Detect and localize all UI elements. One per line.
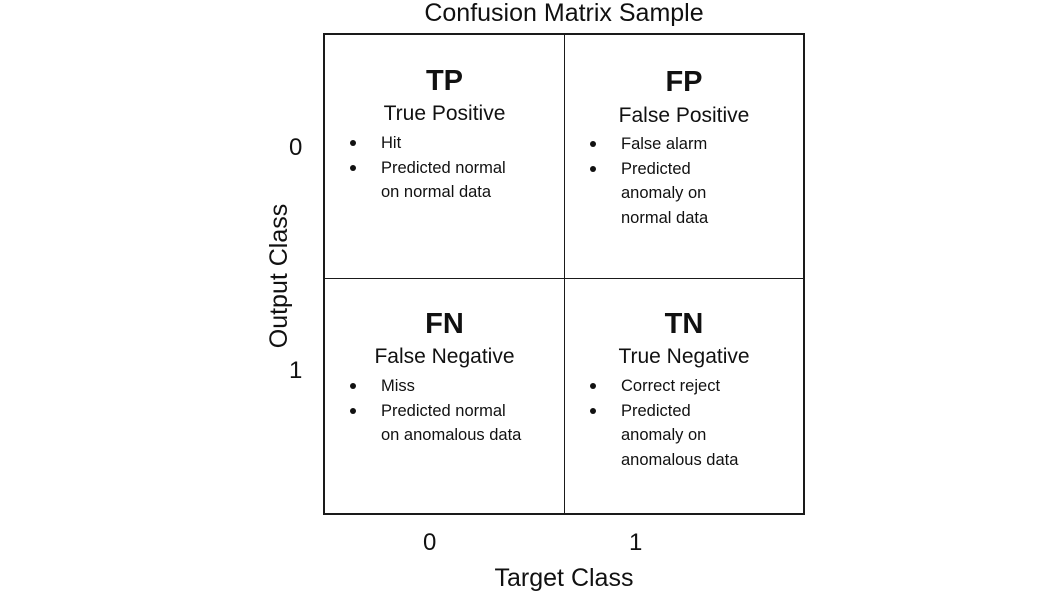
cell-true-positive: TP True Positive Hit Predicted normal on… — [325, 35, 564, 278]
diagram-title: Confusion Matrix Sample — [424, 0, 704, 27]
y-axis-label: Output Class — [265, 203, 293, 349]
cell-full-name: True Negative — [618, 345, 750, 368]
matrix-vertical-divider — [564, 35, 565, 513]
matrix-horizontal-divider — [325, 278, 803, 279]
bullet-icon — [350, 164, 356, 171]
bullet-text: Predicted normal on normal data — [381, 158, 506, 202]
list-item: Predicted normal on anomalous data — [347, 399, 521, 448]
x-tick-label: 0 — [423, 529, 437, 556]
cell-bullet-list: Miss Predicted normal on anomalous data — [347, 374, 521, 448]
cell-abbreviation: FP — [665, 66, 703, 98]
cell-full-name: True Positive — [383, 102, 506, 125]
cell-bullet-list: Hit Predicted normal on normal data — [347, 131, 506, 205]
cell-false-positive: FP False Positive False alarm Predicted … — [565, 35, 803, 278]
x-tick-label: 1 — [629, 529, 643, 556]
bullet-text: Predicted anomaly on normal data — [621, 159, 709, 227]
cell-bullet-list: Correct reject Predicted anomaly on anom… — [587, 374, 738, 472]
x-axis-label: Target Class — [494, 564, 634, 592]
bullet-icon — [590, 165, 596, 172]
list-item: False alarm — [587, 132, 708, 157]
y-tick-label: 0 — [289, 134, 303, 161]
bullet-text: Predicted anomaly on anomalous data — [621, 401, 739, 469]
bullet-text: Hit — [381, 134, 402, 152]
cell-abbreviation: TN — [664, 308, 704, 340]
cell-true-negative: TN True Negative Correct reject Predicte… — [565, 279, 803, 513]
cell-full-name: False Positive — [618, 104, 750, 127]
list-item: Correct reject — [587, 374, 738, 399]
bullet-text: False alarm — [621, 135, 708, 153]
list-item: Predicted anomaly on anomalous data — [587, 399, 738, 473]
cell-abbreviation: TP — [425, 65, 464, 97]
list-item: Miss — [347, 374, 521, 399]
bullet-text: Correct reject — [621, 377, 721, 395]
cell-false-negative: FN False Negative Miss Predicted normal … — [325, 279, 564, 513]
confusion-matrix: TP True Positive Hit Predicted normal on… — [323, 33, 805, 515]
bullet-icon — [350, 140, 356, 146]
list-item: Predicted anomaly on normal data — [587, 157, 708, 231]
list-item: Hit — [347, 131, 506, 156]
bullet-icon — [590, 383, 596, 389]
list-item: Predicted normal on normal data — [347, 156, 506, 205]
bullet-text: Predicted normal on anomalous data — [381, 401, 522, 445]
cell-abbreviation: FN — [425, 308, 464, 340]
bullet-icon — [350, 407, 356, 414]
cell-bullet-list: False alarm Predicted anomaly on normal … — [587, 132, 708, 230]
bullet-icon — [590, 407, 596, 414]
bullet-icon — [350, 383, 356, 389]
bullet-icon — [590, 141, 596, 147]
cell-full-name: False Negative — [374, 345, 515, 368]
y-tick-label: 1 — [289, 357, 303, 384]
bullet-text: Miss — [381, 377, 415, 395]
